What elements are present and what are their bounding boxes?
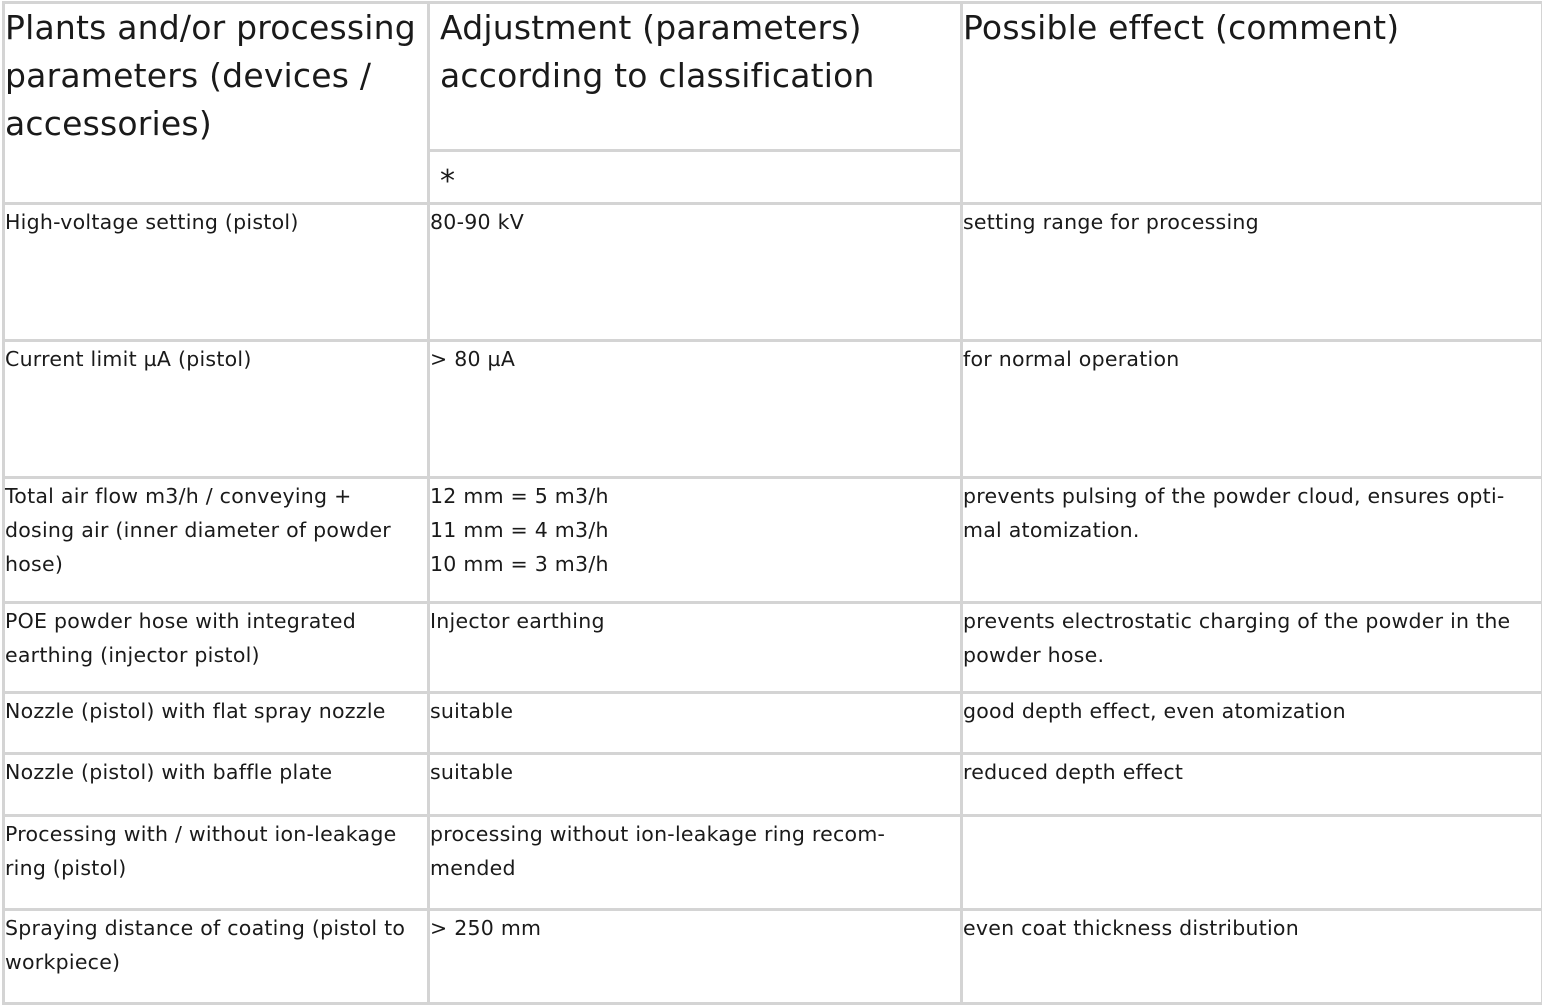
table-row: Spraying distance of coating (pistol to … [2,908,1542,1005]
adjustment-cell: Injector earthing [427,601,963,694]
parameter-cell: Spraying distance of coating (pistol to … [2,908,430,1005]
parameter-cell: High-voltage setting (pistol) [2,202,430,342]
table-row: POE powder hose with integrated earthing… [2,601,1542,694]
table-body: High-voltage setting (pistol) 80-90 kV s… [2,202,1542,1005]
table-row: Processing with / without ion-leakage ri… [2,814,1542,911]
effect-cell: for normal operation [960,339,1542,479]
header-adjustment: Adjustment (parameters) according to cla… [427,1,963,152]
adjustment-cell: suitable [427,752,963,817]
effect-cell: prevents pulsing of the powder cloud, en… [960,476,1542,604]
table-row: Nozzle (pistol) with flat spray nozzle s… [2,691,1542,755]
parameter-cell: Processing with / without ion-leakage ri… [2,814,430,911]
parameter-cell: POE powder hose with integrated earthing… [2,601,430,694]
table-row: Current limit µA (pistol) > 80 µA for no… [2,339,1542,479]
effect-cell: good depth effect, even atomization [960,691,1542,755]
header-effect: Possible effect (comment) [960,1,1542,205]
header-parameters: Plants and/or processing parameters (dev… [2,1,430,205]
effect-cell: prevents electrostatic charging of the p… [960,601,1542,694]
table-header: Plants and/or processing parameters (dev… [2,1,1542,205]
table-row: Nozzle (pistol) with baffle plate suitab… [2,752,1542,817]
parameter-cell: Nozzle (pistol) with flat spray nozzle [2,691,430,755]
parameter-cell: Current limit µA (pistol) [2,339,430,479]
adjustment-cell: 80-90 kV [427,202,963,342]
header-row: Plants and/or processing parameters (dev… [2,1,1542,205]
parameter-cell: Nozzle (pistol) with baffle plate [2,752,430,817]
effect-cell: reduced depth effect [960,752,1542,817]
effect-cell [960,814,1542,911]
table-row: High-voltage setting (pistol) 80-90 kV s… [2,202,1542,342]
header-adjustment-classification-mark: * [427,149,963,205]
adjustment-cell: 12 mm = 5 m3/h 11 mm = 4 m3/h 10 mm = 3 … [427,476,963,604]
adjustment-cell: > 250 mm [427,908,963,1005]
table-row: Total air flow m3/h / conveying + dosing… [2,476,1542,604]
adjustment-line: 12 mm = 5 m3/h [430,484,609,508]
adjustment-cell: > 80 µA [427,339,963,479]
effect-cell: even coat thickness distribution [960,908,1542,1005]
adjustment-cell: suitable [427,691,963,755]
adjustment-cell: processing without ion-leakage ring reco… [427,814,963,911]
header-subrow: * [4,149,1542,205]
adjustment-line: 10 mm = 3 m3/h [430,552,609,576]
effect-cell: setting range for processing [960,202,1542,342]
adjustment-line: 11 mm = 4 m3/h [430,518,609,542]
parameter-cell: Total air flow m3/h / conveying + dosing… [2,476,430,604]
